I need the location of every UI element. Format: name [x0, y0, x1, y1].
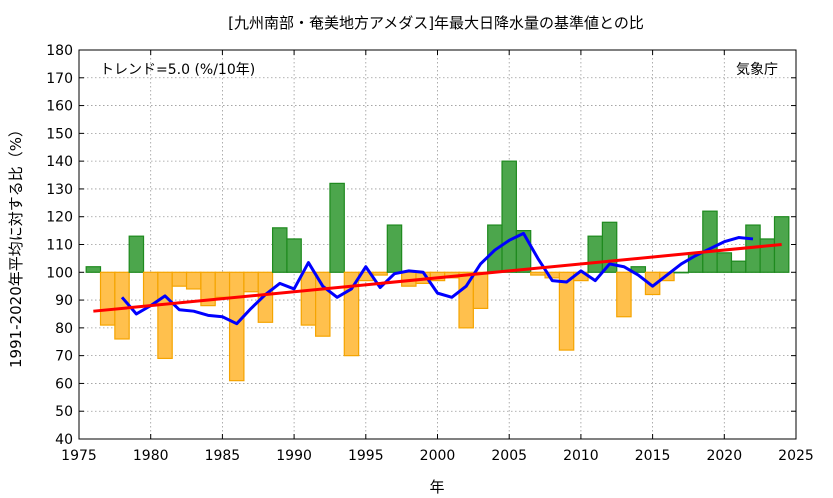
bar-1997: [386, 224, 403, 273]
bar-1990: [286, 238, 302, 273]
x-tick-label: 1990: [276, 448, 312, 464]
x-axis-title: 年: [429, 478, 444, 496]
x-tick-label: 1980: [133, 448, 169, 464]
bar-1977: [99, 271, 116, 326]
y-tick-label: 110: [46, 238, 73, 254]
y-tick-label: 80: [55, 321, 73, 337]
grid-layer: [79, 50, 796, 439]
y-tick-label: 130: [46, 182, 73, 198]
source-label: 気象庁: [736, 62, 778, 78]
bar-2021: [730, 260, 747, 273]
bar-2017: [673, 271, 690, 274]
bar-1985: [214, 271, 231, 298]
x-tick-label: 1985: [205, 448, 241, 464]
bar-2003: [472, 271, 489, 310]
line-layer: [93, 231, 782, 326]
y-tick-label: 50: [55, 404, 73, 420]
y-tick-label: 180: [46, 43, 73, 59]
bar-2009: [558, 271, 575, 351]
y-tick-label: 90: [55, 293, 73, 309]
bar-2013: [616, 271, 632, 318]
bar-1982: [171, 271, 188, 287]
y-tick-label: 160: [46, 99, 73, 115]
y-tick-label: 60: [55, 376, 73, 392]
y-tick-label: 120: [46, 210, 73, 226]
trend-label: トレンド=5.0 (%/10年): [100, 62, 255, 78]
x-tick-label: 1975: [61, 448, 97, 464]
bar-1991: [300, 271, 317, 326]
bar-1986: [228, 271, 245, 382]
bar-1983: [185, 271, 202, 290]
x-tick-label: 2020: [706, 448, 742, 464]
bar-2011: [587, 235, 604, 273]
x-tick-label: 1995: [348, 448, 384, 464]
chart-title: [九州南部・奄美地方アメダス]年最大日降水量の基準値との比: [228, 14, 644, 32]
y-tick-label: 150: [46, 126, 73, 142]
bar-2005: [501, 160, 517, 273]
bar-2020: [716, 252, 733, 273]
bar-1987: [243, 271, 259, 293]
bar-1988: [257, 271, 274, 323]
bar-layer: [85, 160, 790, 382]
bar-2019: [702, 210, 718, 273]
bar-2007: [530, 271, 546, 276]
bar-1978: [114, 271, 130, 340]
bar-1981: [157, 271, 173, 360]
bar-1976: [85, 266, 102, 273]
y-tick-label: 100: [46, 265, 73, 281]
bar-1989: [271, 227, 288, 273]
x-tick-label: 2025: [778, 448, 814, 464]
x-tick-label: 2005: [491, 448, 527, 464]
y-axis-title: 1991-2020年平均に対する比（%）: [7, 122, 25, 368]
tick-layer: 40 50 60 70 80 90 100 110 120 130 140 150 160 170 180 1…: [46, 43, 814, 464]
bar-1992: [315, 271, 331, 337]
trend-line: [93, 243, 782, 313]
y-tick-label: 70: [55, 349, 73, 365]
y-tick-label: 170: [46, 71, 73, 87]
bar-2015: [644, 271, 661, 296]
bar-1979: [128, 235, 145, 273]
bar-1996: [372, 271, 388, 276]
x-tick-label: 2010: [563, 448, 599, 464]
y-tick-label: 40: [55, 432, 73, 448]
moving-average-line: [120, 231, 754, 326]
bar-1993: [329, 182, 345, 273]
y-tick-label: 140: [46, 154, 73, 170]
x-tick-label: 2015: [635, 448, 671, 464]
x-tick-label: 2000: [420, 448, 456, 464]
bar-1994: [343, 271, 360, 357]
